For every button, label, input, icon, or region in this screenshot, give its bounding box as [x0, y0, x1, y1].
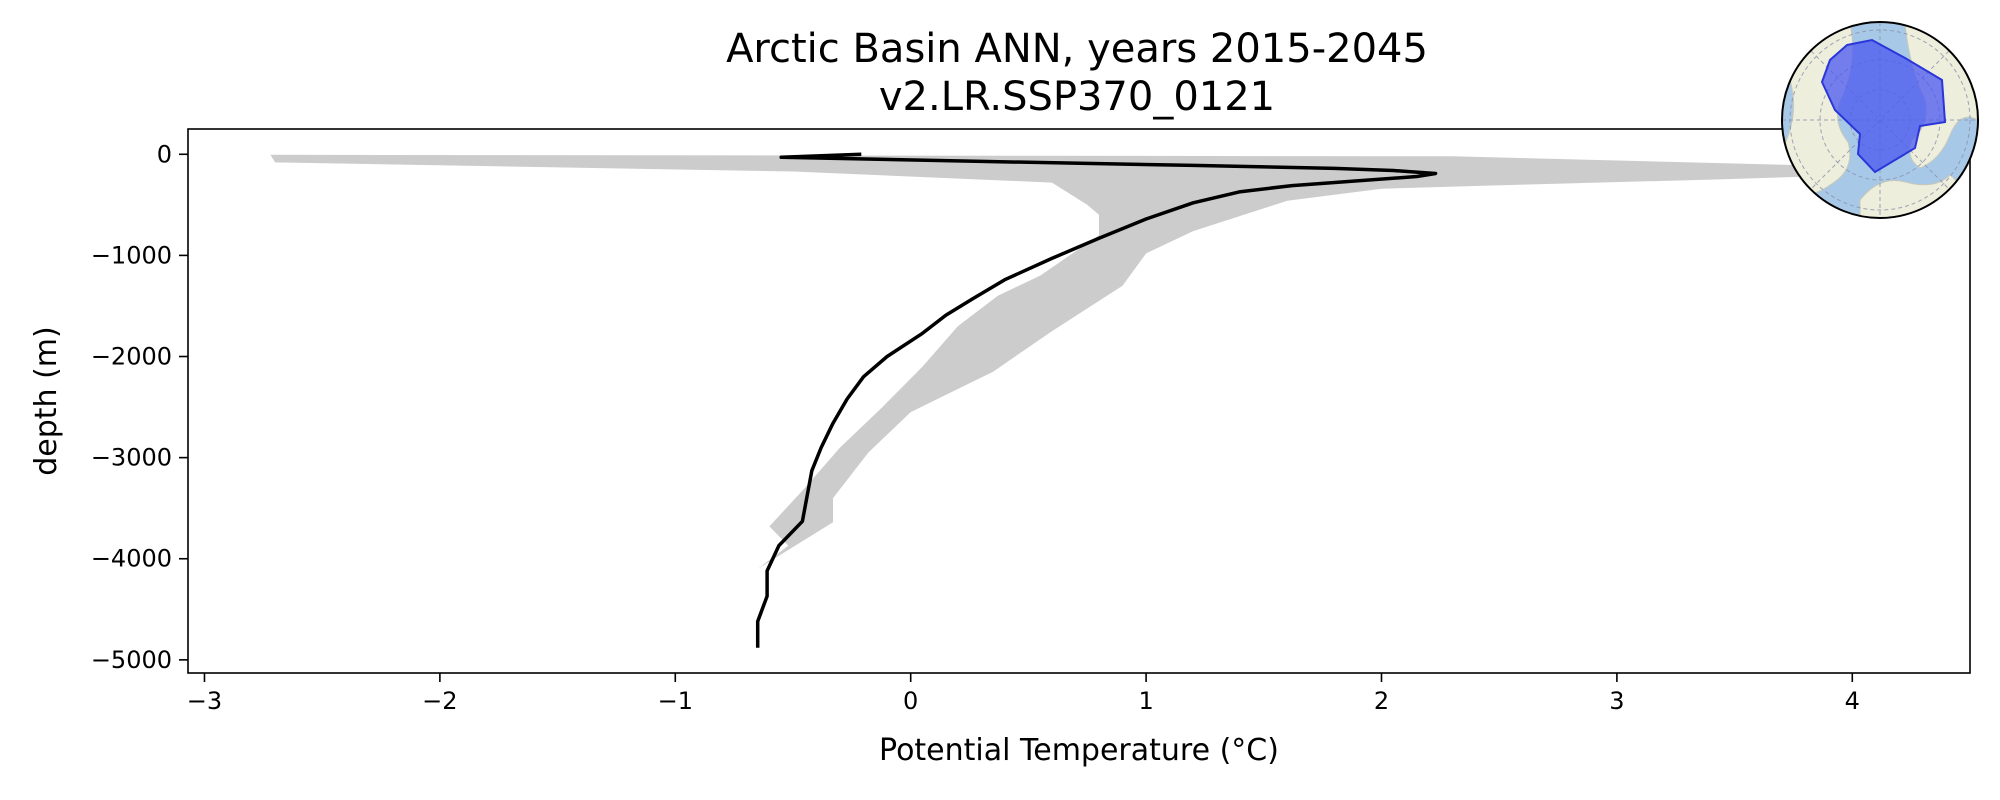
x-axis-label: Potential Temperature (°C) — [879, 733, 1279, 768]
map-border — [1781, 21, 1979, 219]
plot-frame — [187, 128, 1971, 674]
x-axis: −3 −2 −1 0 1 2 3 4 — [187, 673, 1860, 715]
mean-profile-line — [755, 152, 1438, 648]
x-tick-label: −3 — [187, 687, 222, 715]
plot-area — [270, 152, 1888, 648]
y-axis-label: depth (m) — [29, 326, 64, 476]
y-tick-label: 0 — [157, 140, 172, 168]
range-band — [270, 154, 1888, 569]
y-tick-label: −2000 — [91, 343, 172, 371]
x-tick-label: 0 — [903, 687, 918, 715]
chart-subtitle: v2.LR.SSP370_0121 — [879, 74, 1275, 120]
chart-title: Arctic Basin ANN, years 2015-2045 — [726, 26, 1428, 72]
x-tick-label: −2 — [422, 687, 457, 715]
map-region — [1820, 38, 1947, 174]
x-tick-label: 4 — [1845, 687, 1860, 715]
x-tick-label: 2 — [1374, 687, 1389, 715]
y-tick-label: −4000 — [91, 545, 172, 573]
region-map-inset — [1781, 21, 1979, 219]
x-tick-label: −1 — [658, 687, 693, 715]
y-tick-label: −1000 — [91, 241, 172, 269]
y-tick-label: −5000 — [91, 646, 172, 674]
x-tick-label: 3 — [1609, 687, 1624, 715]
y-tick-label: −3000 — [91, 444, 172, 472]
x-tick-label: 1 — [1138, 687, 1153, 715]
y-axis: 0 −1000 −2000 −3000 −4000 −5000 — [91, 140, 188, 674]
